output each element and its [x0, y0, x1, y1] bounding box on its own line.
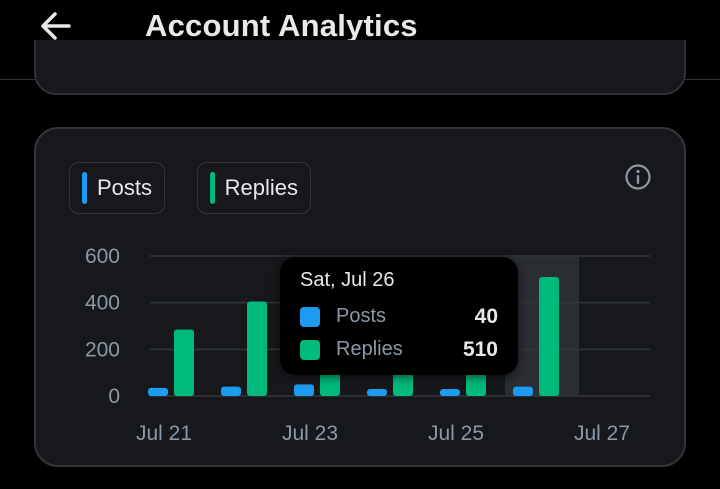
y-tick-label: 200 [85, 338, 120, 361]
bar-posts-5 [513, 386, 533, 396]
y-tick-label: 600 [85, 245, 120, 268]
tooltip-row-replies: Replies 510 [300, 333, 498, 366]
x-tick-label: Jul 25 [428, 422, 484, 445]
bar-posts-1 [221, 386, 241, 396]
previous-card [34, 40, 686, 95]
bar-chart: 0 200 400 600 Jul 21 Jul 23 Jul 25 Jul 27 [85, 245, 650, 445]
posts-swatch [82, 172, 87, 204]
legend-chip-replies[interactable]: Replies [197, 162, 311, 214]
bar-replies-3 [393, 370, 413, 396]
legend-label-replies: Replies [224, 175, 298, 200]
chart-tooltip: Sat, Jul 26 Posts 40 Replies 510 [280, 257, 518, 375]
chart-card: 0 200 400 600 Jul 21 Jul 23 Jul 25 Jul 27 Posts… [34, 127, 686, 467]
bar-replies-1 [247, 301, 267, 396]
replies-swatch [210, 172, 215, 204]
bar-replies-0 [174, 329, 194, 396]
bar-posts-2 [294, 384, 314, 396]
y-tick-label: 0 [108, 385, 120, 408]
bar-replies-2 [320, 370, 340, 396]
bar-posts-3 [367, 389, 387, 396]
page-title: Account Analytics [145, 8, 418, 43]
info-icon [625, 164, 651, 190]
tooltip-replies-value: 510 [462, 337, 498, 361]
tooltip-posts-value: 40 [474, 304, 498, 328]
back-button[interactable] [34, 4, 78, 48]
arrow-left-icon [41, 12, 71, 40]
legend-chip-posts[interactable]: Posts [69, 162, 165, 214]
tooltip-posts-swatch [300, 306, 320, 327]
tooltip-posts-name: Posts [336, 305, 387, 327]
x-tick-label: Jul 21 [136, 422, 192, 445]
tooltip-date: Sat, Jul 26 [300, 269, 395, 291]
bar-posts-4 [440, 389, 460, 396]
y-tick-label: 400 [85, 292, 120, 315]
tooltip-replies-swatch [300, 339, 320, 360]
bar-replies-5 [539, 277, 559, 396]
tooltip-row-posts: Posts 40 [300, 300, 498, 333]
bar-posts-0 [148, 387, 168, 396]
x-tick-label: Jul 23 [282, 422, 338, 445]
legend-label-posts: Posts [96, 175, 152, 200]
info-button[interactable] [623, 162, 653, 192]
bar-replies-4 [466, 371, 486, 396]
x-tick-label: Jul 27 [574, 422, 630, 445]
tooltip-replies-name: Replies [336, 338, 403, 360]
